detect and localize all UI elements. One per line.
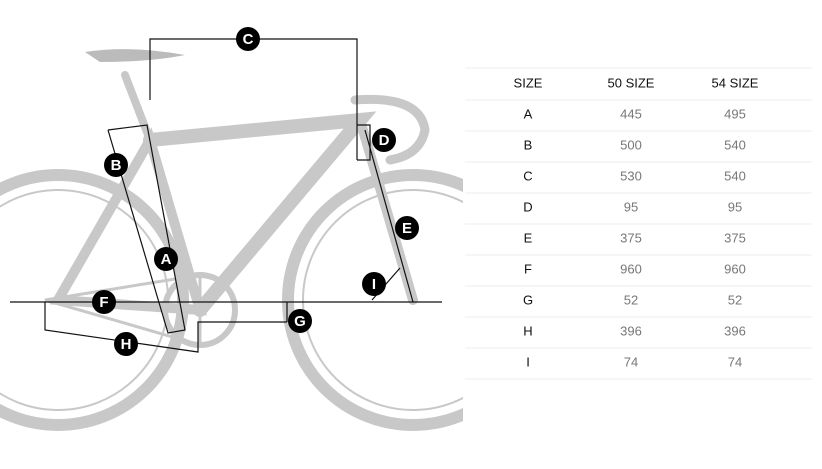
value-cell: 95 — [624, 199, 638, 214]
header-cell: 50 SIZE — [608, 75, 655, 90]
row-label: D — [523, 199, 532, 214]
label-marker — [362, 272, 386, 296]
value-cell: 396 — [620, 323, 642, 338]
row-label: E — [524, 230, 533, 245]
value-cell: 375 — [724, 230, 746, 245]
bike-illustration — [0, 49, 463, 431]
row-label: B — [524, 137, 533, 152]
row-label: G — [523, 292, 533, 307]
value-cell: 52 — [624, 292, 638, 307]
value-cell: 530 — [620, 168, 642, 183]
value-cell: 540 — [724, 168, 746, 183]
value-cell: 500 — [620, 137, 642, 152]
value-cell: 74 — [624, 354, 638, 369]
row-label: I — [526, 354, 530, 369]
label-marker — [236, 27, 260, 51]
value-cell: 95 — [728, 199, 742, 214]
value-cell: 74 — [728, 354, 742, 369]
label: H — [121, 336, 132, 353]
label-marker — [372, 128, 396, 152]
value-cell: 375 — [620, 230, 642, 245]
label: G — [294, 313, 306, 330]
value-cell: 960 — [724, 261, 746, 276]
header-cell: SIZE — [514, 75, 543, 90]
label: F — [99, 294, 108, 311]
label: E — [402, 220, 412, 237]
row-label: C — [523, 168, 532, 183]
diagram-labels: C D B E A I F G H — [92, 27, 419, 356]
value-cell: 445 — [620, 106, 642, 121]
value-cell: 396 — [724, 323, 746, 338]
row-label: F — [524, 261, 532, 276]
label: B — [111, 157, 122, 174]
value-cell: 495 — [724, 106, 746, 121]
label-marker — [395, 216, 419, 240]
label: D — [379, 132, 390, 149]
label-marker — [104, 153, 128, 177]
row-label: A — [524, 106, 533, 121]
label-marker — [92, 290, 116, 314]
size-table: SIZE 50 SIZE 54 SIZE A 445 495 B 500 540 C 530 540 D… — [465, 67, 812, 380]
label: I — [372, 276, 376, 293]
value-cell: 960 — [620, 261, 642, 276]
label-marker — [288, 309, 312, 333]
label-marker — [154, 247, 178, 271]
header-cell: 54 SIZE — [712, 75, 759, 90]
label: C — [243, 31, 254, 48]
label: A — [161, 251, 172, 268]
value-cell: 52 — [728, 292, 742, 307]
label-marker — [114, 332, 138, 356]
value-cell: 540 — [724, 137, 746, 152]
row-label: H — [523, 323, 532, 338]
